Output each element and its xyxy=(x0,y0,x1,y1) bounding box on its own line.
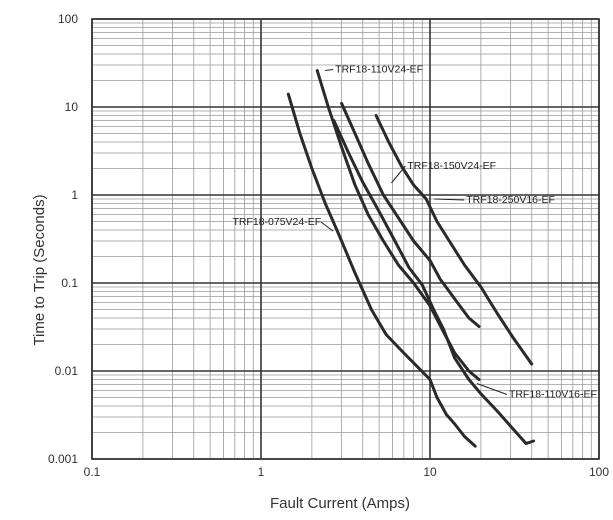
x-tick-label: 0.1 xyxy=(84,465,101,479)
y-tick-label: 100 xyxy=(58,12,78,26)
x-axis-title: Fault Current (Amps) xyxy=(270,495,410,512)
plot-frame xyxy=(91,18,600,460)
annotation-leader xyxy=(391,165,406,184)
annotation-leader xyxy=(320,221,334,232)
y-tick-label: 0.001 xyxy=(48,452,78,466)
plot-background xyxy=(92,19,599,459)
annotation-leader xyxy=(476,383,508,395)
curve-label: TRF18-110V16-EF xyxy=(509,389,597,401)
y-tick-label: 1 xyxy=(71,188,78,202)
curve-trf18-110v24-ef xyxy=(315,69,481,381)
y-tick-label: 0.01 xyxy=(55,364,79,378)
x-tick-label: 1 xyxy=(258,465,265,479)
annotation-leader xyxy=(434,198,465,201)
curve-trf18-250v16-ef xyxy=(374,114,534,366)
x-tick-label: 100 xyxy=(589,465,609,479)
x-tick-label: 10 xyxy=(423,465,437,479)
curve-trf18-075v24-ef xyxy=(286,92,477,448)
y-tick-label: 10 xyxy=(65,100,79,114)
chart-tick-labels: 0.1 1 10 100 0.001 0.01 0.1 1 10 100 xyxy=(48,12,609,479)
curve-label: TRF18-150V24-EF xyxy=(407,160,496,172)
curve-label: TRF18-075V24-EF xyxy=(232,216,321,228)
y-tick-label: 0.1 xyxy=(61,276,78,290)
curve-label: TRF18-110V24-EF xyxy=(335,63,423,75)
y-axis-title: Time to Trip (Seconds) xyxy=(31,194,48,345)
chart-curves xyxy=(286,69,536,448)
annotation-leader xyxy=(325,68,334,71)
curve-trf18-110v16-ef xyxy=(332,119,536,445)
curve-label: TRF18-250V16-EF xyxy=(466,194,555,206)
curve-trf18-150v24-ef xyxy=(340,101,481,328)
chart-annotations: TRF18-110V24-EF TRF18-150V24-EF TRF18-250V… xyxy=(232,63,596,400)
